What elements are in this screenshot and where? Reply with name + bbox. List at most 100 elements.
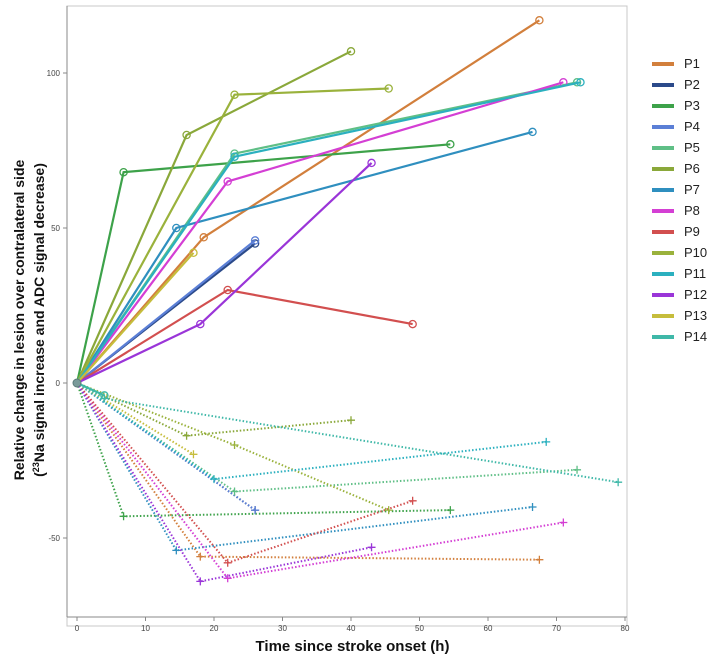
legend-label: P5	[684, 140, 700, 155]
legend-item-p8: P8	[652, 200, 707, 221]
series-p13-adc-line	[76, 382, 194, 456]
x-tick-label: 80	[621, 624, 630, 633]
x-axis-label: Time since stroke onset (h)	[255, 638, 450, 655]
legend-swatch	[652, 334, 674, 339]
series-p12-adc-point	[367, 543, 376, 552]
y-axis-label-line1: Relative change in lesion over contralat…	[11, 160, 27, 481]
series-p5-adc-point	[230, 487, 239, 496]
series-p9-na-line	[76, 288, 413, 384]
series-p3-na-line	[75, 143, 451, 384]
y-axis-label-line2: (23Na signal increase and ADC signal dec…	[31, 163, 47, 477]
y-axis-label: Relative change in lesion over contralat…	[6, 30, 50, 610]
origin-marker	[72, 378, 82, 388]
series-p8-adc-point	[223, 574, 232, 583]
series-layer	[72, 16, 623, 586]
series-p9-adc-point	[408, 496, 417, 505]
series-p11-adc-point	[542, 437, 551, 446]
series-p6-na-point	[346, 47, 356, 56]
legend-swatch	[652, 187, 674, 192]
legend: P1 P2 P3 P4 P5 P6 P7 P8 P9 P10 P11 P12 P13 P14	[652, 53, 707, 347]
series-p7-adc-point	[172, 546, 181, 555]
series-p12-na-point	[367, 158, 376, 168]
series-p1-na-point	[535, 16, 544, 25]
series-p5-na-point	[572, 78, 582, 87]
series-p8-na-point	[223, 177, 232, 186]
series-p10-na-point	[230, 90, 239, 99]
x-tick-label: 40	[347, 624, 356, 633]
legend-label: P7	[684, 182, 700, 197]
legend-item-p10: P10	[652, 242, 707, 263]
series-p11-na-line	[76, 81, 581, 384]
series-p7-adc-point	[528, 503, 537, 511]
series-p12-na-point	[196, 319, 205, 329]
legend-swatch	[652, 61, 674, 66]
legend-item-p5: P5	[652, 137, 707, 158]
legend-item-p12: P12	[652, 284, 707, 305]
series-p4-adc-point	[251, 506, 260, 515]
legend-label: P13	[684, 308, 708, 323]
series-p13-na-point	[189, 248, 198, 258]
legend-swatch	[652, 82, 674, 87]
legend-swatch	[652, 124, 674, 129]
series-p3-adc-point	[119, 512, 128, 521]
legend-swatch	[652, 229, 674, 234]
series-p7-adc-line	[76, 382, 533, 552]
series-p3-na-point	[119, 167, 128, 177]
legend-swatch	[652, 271, 674, 276]
series-p9-adc-line	[76, 382, 413, 564]
plot-border	[66, 5, 628, 627]
legend-swatch	[652, 103, 674, 108]
axis-ticks: 0 10 20 30 40 50 60 70 80 -50 0 50 100	[47, 69, 630, 633]
y-tick-label: 50	[51, 224, 60, 233]
y-tick-label: 100	[47, 69, 61, 78]
y-tick-label: -50	[48, 534, 60, 543]
series-p6-na-point	[182, 130, 191, 140]
series-p10-adc-point	[230, 441, 239, 449]
series-p12-na-line	[76, 162, 373, 384]
legend-label: P4	[684, 119, 700, 134]
legend-item-p7: P7	[652, 179, 707, 200]
series-p11-na-point	[576, 78, 585, 87]
x-tick-label: 50	[415, 624, 424, 633]
series-p5-adc-line	[76, 382, 578, 493]
series-p12-adc-line	[76, 382, 372, 583]
series-p5-adc-point	[573, 465, 582, 474]
series-p4-na-line	[76, 239, 256, 384]
series-p6-adc-line	[76, 382, 352, 437]
legend-swatch	[652, 313, 674, 318]
series-p1-adc-point	[196, 552, 205, 561]
x-tick-label: 60	[484, 624, 493, 633]
legend-swatch	[652, 166, 674, 171]
legend-label: P11	[684, 266, 707, 281]
legend-swatch	[652, 145, 674, 150]
series-p3-adc-point	[446, 506, 455, 515]
series-p10-na-line	[76, 87, 389, 384]
series-p3-na-point	[446, 140, 455, 149]
x-tick-label: 0	[75, 624, 80, 633]
series-p8-na-line	[76, 81, 564, 384]
legend-item-p6: P6	[652, 158, 707, 179]
series-p1-na-point	[199, 233, 208, 242]
series-p8-adc-line	[76, 382, 564, 580]
x-tick-label: 30	[278, 624, 287, 633]
legend-label: P9	[684, 224, 700, 239]
legend-label: P10	[684, 245, 708, 260]
legend-label: P1	[684, 56, 700, 71]
series-p11-adc-point	[210, 475, 218, 484]
legend-label: P6	[684, 161, 700, 176]
legend-label: P14	[684, 329, 708, 344]
legend-item-p2: P2	[652, 74, 707, 95]
legend-item-p14: P14	[652, 326, 707, 347]
series-p14-adc-point	[614, 478, 623, 487]
legend-item-p13: P13	[652, 305, 707, 326]
series-p7-na-line	[76, 130, 533, 384]
series-p8-adc-point	[559, 518, 568, 527]
legend-label: P12	[684, 287, 708, 302]
series-p7-na-point	[528, 127, 537, 137]
series-p11-na-point	[230, 152, 239, 161]
series-p9-na-point	[408, 319, 417, 329]
series-p7-na-point	[172, 223, 181, 233]
legend-label: P2	[684, 77, 700, 92]
legend-swatch	[652, 208, 674, 213]
